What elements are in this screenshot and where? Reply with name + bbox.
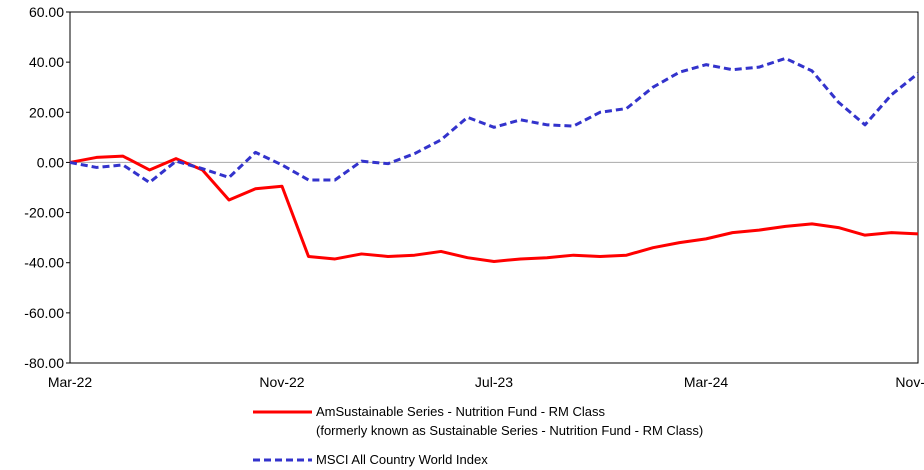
legend-label: AmSustainable Series - Nutrition Fund - …: [316, 404, 704, 438]
y-tick-label: 0.00: [37, 154, 64, 170]
y-tick-label: 20.00: [29, 104, 64, 120]
y-tick-label: -60.00: [24, 305, 64, 321]
x-tick-label: Mar-22: [48, 374, 93, 390]
y-tick-label: -20.00: [24, 205, 64, 221]
x-tick-label: Mar-24: [684, 374, 729, 390]
plot-frame: [69, 11, 919, 364]
x-tick-label: Jul-23: [475, 374, 513, 390]
x-tick-label: Nov-24: [895, 374, 924, 390]
series-line: [69, 154, 919, 263]
y-tick-label: 40.00: [29, 54, 64, 70]
y-tick-label: -40.00: [24, 255, 64, 271]
x-tick-label: Nov-22: [259, 374, 304, 390]
legend-label: MSCI All Country World Index: [316, 452, 488, 467]
y-tick-label: 60.00: [29, 4, 64, 20]
series-line: [69, 56, 919, 184]
y-tick-label: -80.00: [24, 355, 64, 371]
